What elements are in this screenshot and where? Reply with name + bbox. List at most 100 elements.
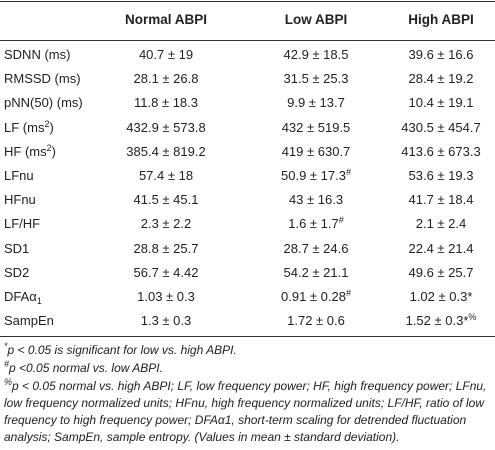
cell: 1.03 ± 0.3 — [86, 286, 246, 308]
cell: 1.02 ± 0.3* — [361, 286, 495, 308]
cell-text: LFnu — [4, 168, 34, 183]
cell-text: 50.9 ± 17.3 — [281, 168, 346, 183]
cell-text: 1.72 ± 0.6 — [287, 313, 345, 329]
cell: 54.2 ± 21.1 — [236, 262, 396, 284]
cell-text: 43 ± 16.3 — [288, 192, 344, 208]
cell-text: pNN(50) (ms) — [4, 95, 83, 111]
cell-text: 41.5 ± 45.1 — [133, 192, 199, 208]
cell-text: LF (ms — [4, 119, 45, 135]
cell-text: 2.1 ± 2.4 — [415, 216, 467, 232]
cell-text: 413.6 ± 673.3 — [401, 143, 481, 159]
cell-text: 419 ± 630.7 — [281, 143, 351, 159]
row-label: SDNN (ms) — [4, 44, 70, 66]
footnote: #p <0.05 normal vs. low ABPI. — [4, 360, 492, 377]
column-header: High ABPI — [408, 12, 474, 27]
subscript: 1 — [36, 296, 42, 306]
row-label: DFAα1 — [4, 286, 42, 308]
column-header: Normal ABPI — [124, 12, 207, 27]
cell-text: 10.4 ± 19.1 — [408, 95, 474, 111]
cell-text: 54.2 ± 21.1 — [283, 264, 349, 280]
row-label: RMSSD (ms) — [4, 68, 81, 90]
cell-text: 9.9 ± 13.7 — [287, 95, 345, 111]
cell-text: HFnu — [4, 192, 36, 208]
cell-text: 31.5 ± 25.3 — [283, 71, 349, 87]
cell-text: 56.7 ± 4.42 — [133, 264, 199, 280]
cell-text: 57.4 ± 18 — [138, 168, 194, 183]
cell-text: 40.7 ± 19 — [138, 47, 194, 62]
cell: 43 ± 16.3 — [236, 189, 396, 211]
cell-text: 42.9 ± 18.5 — [283, 47, 349, 62]
cell: 1.3 ± 0.3 — [86, 310, 246, 332]
rule — [0, 40, 495, 41]
cell-text: HF (ms — [4, 143, 47, 159]
cell: 413.6 ± 673.3 — [361, 141, 495, 163]
cell-text: 385.4 ± 819.2 — [126, 143, 206, 159]
footnote-text: p < 0.05 normal vs. high ABPI; LF, low f… — [4, 379, 487, 444]
cell-text: 53.6 ± 19.3 — [408, 168, 474, 183]
superscript: # — [345, 288, 351, 298]
cell: 432 ± 519.5 — [236, 117, 396, 139]
cell: 22.4 ± 21.4 — [361, 238, 495, 260]
cell: 28.4 ± 19.2 — [361, 68, 495, 90]
cell: 57.4 ± 18 — [86, 165, 246, 187]
superscript: 2 — [44, 118, 50, 129]
cell: 2.3 ± 2.2 — [86, 213, 246, 235]
cell-text: 432 ± 519.5 — [281, 119, 351, 135]
cell: 385.4 ± 819.2 — [86, 141, 246, 163]
cell-text: 1.03 ± 0.3 — [137, 289, 195, 304]
column-header: Low ABPI — [284, 12, 348, 27]
cell: 56.7 ± 4.42 — [86, 262, 246, 284]
cell-text: SD2 — [4, 264, 30, 280]
cell-text: 432.9 ± 573.8 — [126, 119, 206, 135]
cell: 28.8 ± 25.7 — [86, 238, 246, 260]
superscript: # — [345, 167, 351, 177]
footnote: %p < 0.05 normal vs. high ABPI; LF, low … — [4, 378, 492, 446]
cell: 42.9 ± 18.5 — [236, 44, 396, 66]
row-label: SampEn — [4, 310, 54, 332]
cell: 49.6 ± 25.7 — [361, 262, 495, 284]
cell-text: DFAα — [4, 289, 37, 304]
cell-text: 11.8 ± 18.3 — [134, 95, 198, 111]
superscript: # — [338, 215, 344, 226]
rule — [0, 1, 495, 2]
cell-text: SDNN (ms) — [4, 47, 71, 62]
cell: 10.4 ± 19.1 — [361, 92, 495, 114]
cell-text: 28.7 ± 24.6 — [283, 240, 349, 256]
cell: 430.5 ± 454.7 — [361, 117, 495, 139]
cell-text: 1.02 ± 0.3* — [409, 289, 473, 304]
row-label: LF (ms2) — [4, 117, 54, 139]
cell-text: 2.3 ± 2.2 — [140, 216, 192, 232]
cell-text: 39.6 ± 16.6 — [408, 47, 474, 62]
cell: 41.7 ± 18.4 — [361, 189, 495, 211]
cell-text: 0.91 ± 0.28 — [281, 289, 346, 304]
cell: 0.91 ± 0.28# — [236, 286, 396, 308]
footnote: *p < 0.05 is significant for low vs. hig… — [4, 342, 492, 359]
cell-text: SampEn — [4, 313, 54, 329]
cell-text: 1.3 ± 0.3 — [140, 313, 192, 329]
cell: 9.9 ± 13.7 — [236, 92, 396, 114]
cell-text: 28.4 ± 19.2 — [408, 71, 474, 87]
cell-text: 430.5 ± 454.7 — [401, 119, 481, 135]
rule — [0, 336, 495, 337]
footnote-mark: % — [4, 377, 13, 387]
cell-text: SD1 — [4, 240, 30, 256]
cell: 2.1 ± 2.4 — [361, 213, 495, 235]
row-label: SD1 — [4, 238, 29, 260]
superscript: 2 — [46, 142, 52, 153]
cell: 432.9 ± 573.8 — [86, 117, 246, 139]
cell-text: 1.6 ± 1.7 — [288, 216, 339, 232]
cell: 419 ± 630.7 — [236, 141, 396, 163]
cell: 28.1 ± 26.8 — [86, 68, 246, 90]
row-label: pNN(50) (ms) — [4, 92, 83, 114]
footnotes: *p < 0.05 is significant for low vs. hig… — [4, 342, 492, 447]
cell-text: 22.4 ± 21.4 — [408, 240, 474, 256]
cell-text: 28.1 ± 26.8 — [133, 71, 199, 87]
cell: 1.52 ± 0.3*% — [361, 310, 495, 332]
cell-text: 49.6 ± 25.7 — [408, 264, 474, 280]
cell-text: ) — [49, 119, 54, 135]
cell-text: LF/HF — [4, 216, 41, 232]
footnote-mark: # — [4, 359, 10, 369]
cell: 31.5 ± 25.3 — [236, 68, 396, 90]
cell: 53.6 ± 19.3 — [361, 165, 495, 187]
